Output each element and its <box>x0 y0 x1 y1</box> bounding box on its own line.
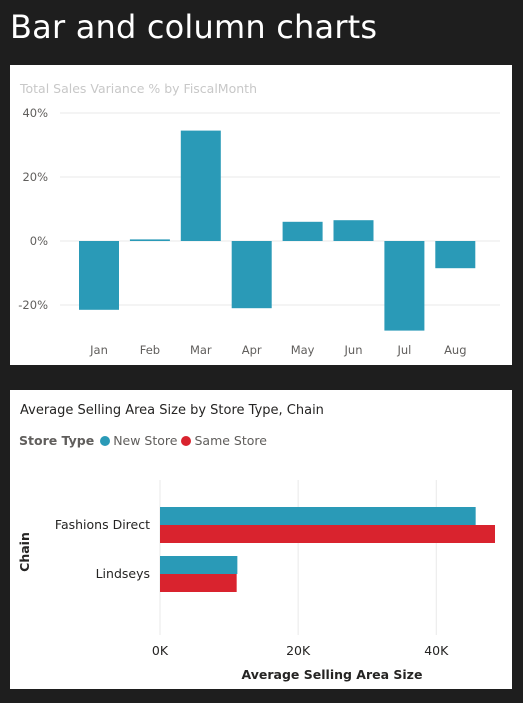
bar[interactable] <box>435 241 476 269</box>
legend-label: New Store <box>113 433 178 448</box>
bar[interactable] <box>79 241 119 310</box>
y-tick-label: 20% <box>22 170 48 184</box>
legend-dot-icon <box>181 435 192 446</box>
legend-entry-new-store[interactable]: New Store <box>100 433 177 448</box>
legend-title: Store Type <box>19 433 95 448</box>
x-tick-label: Mar <box>190 343 212 357</box>
y-tick-label: Fashions Direct <box>55 517 150 532</box>
legend: Store Type New Store Same Store <box>19 433 271 448</box>
sales-variance-chart-card[interactable]: Total Sales Variance % by FiscalMonth 40… <box>10 65 512 365</box>
bar[interactable] <box>160 556 238 574</box>
x-axis-title: Average Selling Area Size <box>242 667 423 682</box>
x-tick-label: Feb <box>140 343 160 357</box>
bar[interactable] <box>180 130 221 241</box>
page-title: Bar and column charts <box>10 8 378 46</box>
x-tick-label: 20K <box>286 643 311 658</box>
x-tick-label: Jun <box>344 343 363 357</box>
bar[interactable] <box>129 239 170 241</box>
x-tick-label: Jul <box>396 343 411 357</box>
x-tick-label: Apr <box>242 343 262 357</box>
sales-variance-chart: 40% 20% 0% -20% Jan Feb Mar Apr May Jun Jul Aug <box>18 106 500 357</box>
chart-title: Average Selling Area Size by Store Type,… <box>20 403 324 418</box>
selling-area-chart-card[interactable]: Average Selling Area Size by Store Type,… <box>10 390 512 689</box>
x-tick-label: Aug <box>444 343 466 357</box>
y-tick-label: 0% <box>30 234 48 248</box>
legend-label: Same Store <box>194 433 267 448</box>
y-tick-label: Lindseys <box>96 566 150 581</box>
bar[interactable] <box>160 574 237 592</box>
selling-area-chart: 0K 20K 40K Fashions Direct Lindseys Average S… <box>17 480 495 682</box>
bar[interactable] <box>160 507 476 525</box>
bar[interactable] <box>231 241 272 309</box>
legend-dot-icon <box>100 435 111 446</box>
y-axis-title: Chain <box>17 532 32 572</box>
x-tick-label: 0K <box>152 643 169 658</box>
bar[interactable] <box>333 220 374 241</box>
bar[interactable] <box>384 241 425 331</box>
bar[interactable] <box>282 221 323 241</box>
y-tick-label: -20% <box>18 298 48 312</box>
chart-title: Total Sales Variance % by FiscalMonth <box>20 81 257 96</box>
y-tick-label: 40% <box>22 106 48 120</box>
x-tick-label: May <box>291 343 315 357</box>
x-tick-label: 40K <box>424 643 449 658</box>
x-tick-label: Jan <box>89 343 108 357</box>
bar[interactable] <box>160 525 495 543</box>
legend-entry-same-store[interactable]: Same Store <box>181 433 267 448</box>
